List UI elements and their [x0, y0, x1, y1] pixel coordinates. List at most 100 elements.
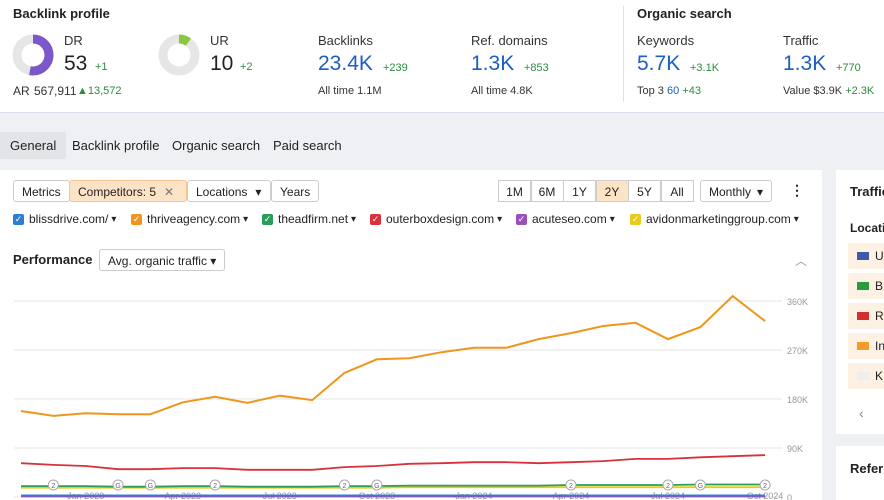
legend-label: avidonmarketinggroup.com — [646, 212, 791, 226]
annotation-marker — [565, 479, 577, 491]
filter-label: Years — [280, 185, 311, 199]
caret: ▾ — [497, 213, 503, 225]
legend-item[interactable]: ✓ outerboxdesign.com ▾ — [370, 212, 502, 226]
annotation-label: G — [115, 483, 120, 490]
sub-label: All time — [471, 85, 508, 97]
range-button[interactable]: 2Y — [595, 180, 629, 202]
metric-change: +239 — [383, 62, 408, 74]
filter-button[interactable]: Metrics — [13, 180, 70, 202]
section-title: Organic search — [637, 6, 732, 21]
tab[interactable]: General — [0, 132, 67, 159]
sub-label: All time — [318, 85, 355, 97]
legend-label: acuteseo.com — [532, 212, 607, 226]
annotation-label: 2 — [569, 483, 573, 490]
range-button[interactable]: 5Y — [628, 180, 661, 202]
tab[interactable]: Backlink profile — [72, 138, 160, 153]
metric-change: +770 — [836, 62, 861, 74]
collapse[interactable]: ︿ — [795, 254, 808, 268]
y-tick-label: 180K — [787, 395, 808, 405]
donut-arc — [12, 34, 54, 76]
interval-label: Monthly — [709, 185, 752, 199]
tab[interactable]: Paid search — [273, 138, 342, 153]
series-line — [20, 294, 766, 417]
location-name: R — [875, 309, 884, 323]
range-button[interactable]: All — [660, 180, 694, 202]
legend-swatch: ✓ — [370, 213, 381, 225]
metric-label: Backlinks — [318, 33, 373, 48]
metric-value: 1.3K — [783, 52, 827, 75]
legend-swatch: ✓ — [516, 213, 527, 225]
side-title: Referr — [850, 461, 884, 476]
legend-item[interactable]: ✓ theadfirm.net ▾ — [262, 212, 356, 226]
sub-value: $3.9K — [813, 85, 843, 97]
metric-label: Traffic — [783, 33, 819, 48]
filter-label: Competitors: 5 — [78, 185, 157, 199]
metric-value: 10 — [210, 52, 234, 75]
legend-label: blissdrive.com/ — [29, 212, 109, 226]
range-button[interactable]: 1M — [498, 180, 531, 202]
legend-item[interactable]: ✓ thriveagency.com ▾ — [131, 212, 248, 226]
range-button[interactable]: 6M — [530, 180, 564, 202]
y-tick-label: 0 — [787, 493, 792, 500]
metric-sub: All time 1.1M — [318, 85, 382, 97]
legend-swatch: ✓ — [262, 213, 273, 225]
annotation-marker — [209, 479, 221, 491]
more[interactable]: ⋮ — [790, 182, 804, 198]
arrow[interactable]: ‹ — [859, 405, 864, 421]
annotation-label: 2 — [51, 483, 55, 490]
sub-label: Top 3 — [637, 85, 664, 97]
filter-button[interactable]: Locations ▾ — [187, 180, 271, 202]
caret: ▾ — [255, 185, 262, 199]
legend-item[interactable]: ✓ avidonmarketinggroup.com ▾ — [630, 212, 799, 226]
series-line — [21, 483, 766, 488]
metric-name: Avg. organic traffic — [108, 254, 207, 268]
legend-label: outerboxdesign.com — [386, 212, 495, 226]
annotation-marker — [144, 479, 156, 491]
location-name: K — [875, 369, 884, 383]
donut-track — [158, 34, 200, 76]
series-line — [20, 454, 766, 471]
metric-value: 567,911 — [34, 84, 77, 98]
tab[interactable]: Organic search — [172, 138, 261, 153]
legend-swatch: ✓ — [131, 213, 142, 225]
filter-label: Metrics — [22, 185, 61, 199]
close: ✕ — [164, 185, 175, 199]
caret: ▾ — [609, 213, 615, 225]
metric-label: Ref. domains — [471, 33, 548, 48]
flag — [857, 372, 869, 380]
legend-item[interactable]: ✓ acuteseo.com ▾ — [516, 212, 615, 226]
annotation-marker — [662, 479, 674, 491]
y-tick-label: 90K — [787, 444, 803, 454]
header: Backlink profile Organic search DR 53 +1… — [0, 0, 884, 113]
legend-item[interactable]: ✓ blissdrive.com/▾ — [13, 212, 116, 226]
metric-change: +853 — [524, 62, 549, 74]
legend-label: thriveagency.com — [147, 212, 241, 226]
sub-value: 1.1M — [357, 85, 382, 97]
section-title: Performance — [13, 252, 93, 267]
sub-value: 4.8K — [510, 85, 533, 97]
flag — [857, 312, 869, 320]
metric-select[interactable]: Avg. organic traffic ▾ — [99, 249, 226, 271]
filter-button[interactable]: Competitors: 5 ✕ — [69, 180, 187, 202]
filter-button[interactable]: Years — [271, 180, 319, 202]
range-button[interactable]: 1Y — [563, 180, 596, 202]
location-name: B — [875, 279, 884, 293]
side-subtitle: Locatio — [850, 221, 884, 235]
annotation-label: 2 — [343, 483, 347, 490]
flag — [857, 282, 869, 290]
side-panel — [836, 446, 884, 500]
legend-label: theadfirm.net — [278, 212, 349, 226]
metric-label: DR — [64, 33, 83, 48]
metric-sub: Value $3.9K +2.3K — [783, 85, 874, 97]
annotation-label: G — [374, 483, 379, 490]
annotation-marker — [694, 479, 706, 491]
location-name: U — [875, 249, 884, 263]
metric-change: +1 — [95, 61, 108, 73]
interval-select[interactable]: Monthly ▾ — [700, 180, 772, 202]
side-panel — [836, 170, 884, 434]
annotation-label: 2 — [213, 483, 217, 490]
caret: ▾ — [757, 185, 764, 199]
annotation-marker — [759, 479, 771, 491]
